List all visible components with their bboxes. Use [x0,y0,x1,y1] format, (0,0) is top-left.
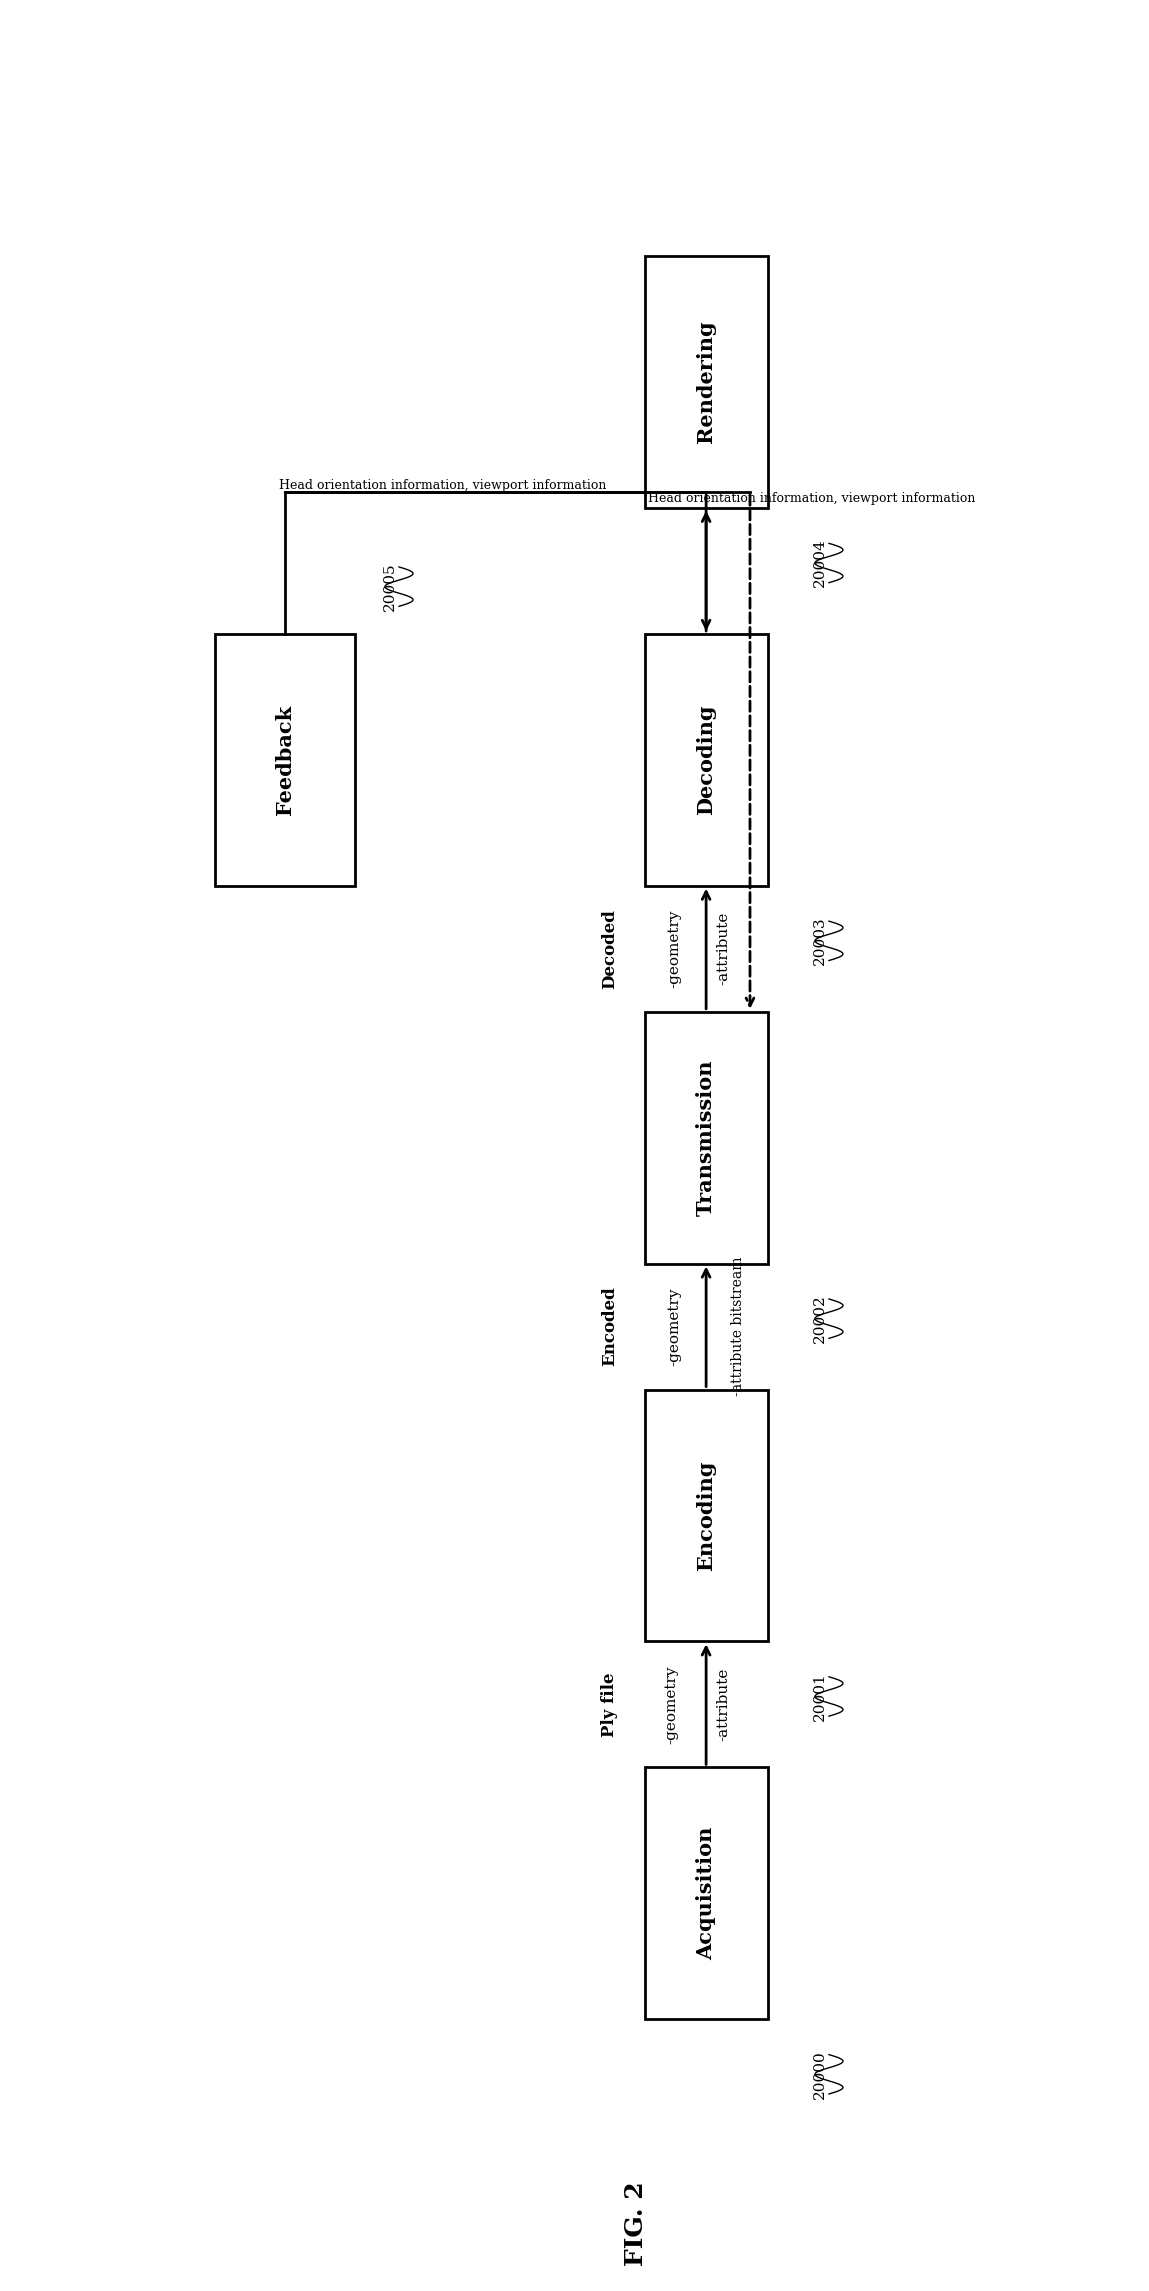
Text: Ply file: Ply file [601,1672,618,1737]
Text: Decoded: Decoded [601,910,618,990]
Text: Acquisition: Acquisition [696,1826,716,1961]
Text: Encoding: Encoding [696,1459,716,1572]
Text: -geometry: -geometry [668,1288,681,1365]
Bar [645,257,768,509]
Text: 20003: 20003 [813,916,827,965]
Text: Feedback: Feedback [275,706,295,816]
Text: 20005: 20005 [384,561,398,612]
Text: 20001: 20001 [813,1672,827,1721]
Text: FIG. 2: FIG. 2 [624,2181,648,2266]
Text: Encoded: Encoded [601,1288,618,1365]
Text: Decoding: Decoding [696,706,716,816]
Bar [645,1013,768,1265]
Text: 20000: 20000 [813,2050,827,2099]
Text: Head orientation information, viewport information: Head orientation information, viewport i… [648,493,976,506]
Text: -geometry: -geometry [668,910,681,987]
Bar [645,635,768,887]
Bar [645,1766,768,2018]
Text: Rendering: Rendering [696,321,716,442]
Text: -geometry: -geometry [664,1666,678,1743]
Bar [215,635,355,887]
Bar [645,1391,768,1640]
Text: 20002: 20002 [813,1294,827,1343]
Text: Head orientation information, viewport information: Head orientation information, viewport i… [279,479,607,493]
Text: -attribute bitstream: -attribute bitstream [731,1258,745,1395]
Text: -attribute: -attribute [717,1668,731,1741]
Text: -attribute: -attribute [717,912,731,985]
Text: 20004: 20004 [813,538,827,586]
Text: Transmission: Transmission [696,1058,716,1217]
